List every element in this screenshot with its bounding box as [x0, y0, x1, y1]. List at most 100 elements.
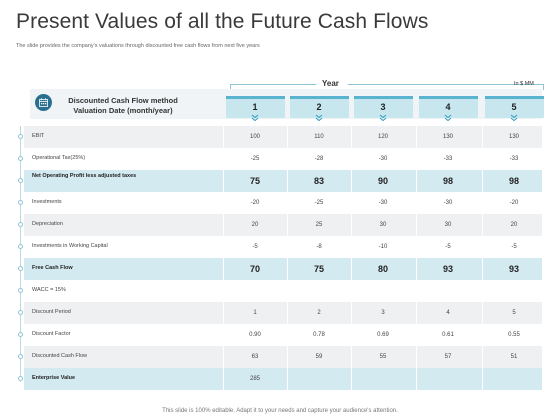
column-divider	[416, 368, 417, 390]
table-cell: 0.78	[313, 332, 325, 338]
table-cell: 0.69	[377, 332, 389, 338]
table-cell	[223, 280, 287, 302]
year-number: 2	[316, 102, 322, 112]
column-divider	[223, 346, 224, 368]
double-chevron-down-icon	[444, 114, 452, 122]
footer-note: This slide is 100% editable. Adapt it to…	[162, 408, 398, 414]
column-divider	[416, 148, 417, 170]
timeline-dot	[18, 134, 23, 139]
row-label: Net Operating Profit less adjusted taxes	[32, 173, 137, 179]
table-cell: -25	[250, 156, 260, 162]
row-label: WACC = 15%	[32, 287, 66, 293]
year-pill-accent	[484, 96, 544, 99]
table-cell	[482, 280, 546, 302]
table-cell: 0.55	[508, 332, 520, 338]
table-cell	[416, 368, 480, 390]
table-cell: 130	[508, 134, 519, 140]
year-column-header: 4	[418, 96, 478, 118]
row-label: Investments	[32, 199, 62, 205]
column-divider	[351, 258, 352, 280]
column-divider	[416, 236, 417, 258]
table-cell: 51	[510, 354, 518, 360]
year-column-header: 1	[225, 96, 285, 118]
table-cell: 20	[510, 222, 518, 228]
timeline-dot	[18, 266, 23, 271]
table-cell: -30	[378, 156, 388, 162]
timeline-dot	[18, 376, 23, 381]
double-chevron-down-icon	[315, 114, 323, 122]
timeline-dot	[18, 354, 23, 359]
timeline-dot	[18, 244, 23, 249]
table-cell: 93	[508, 264, 519, 274]
column-divider	[482, 258, 483, 280]
table-cell: 83	[313, 176, 324, 186]
page-title: Present Values of all the Future Cash Fl…	[16, 10, 429, 33]
table-cell: 80	[377, 264, 388, 274]
column-divider	[482, 126, 483, 148]
table-cell: 285	[249, 376, 260, 382]
column-divider	[416, 302, 417, 324]
table-cell: 57	[444, 354, 452, 360]
column-divider	[287, 346, 288, 368]
table-cell	[287, 280, 351, 302]
table-cell: 30	[379, 222, 387, 228]
column-divider	[416, 324, 417, 346]
column-divider	[351, 236, 352, 258]
table-row: Enterprise Value 285	[18, 368, 542, 390]
method-header-line1: Discounted Cash Flow method	[68, 96, 178, 105]
column-divider	[287, 170, 288, 192]
table-cell: 59	[315, 354, 323, 360]
table-cell: 120	[377, 134, 388, 140]
year-number: 1	[252, 102, 258, 112]
timeline-dot	[18, 156, 23, 161]
timeline-dot	[18, 200, 23, 205]
column-divider	[223, 170, 224, 192]
column-divider	[416, 280, 417, 302]
column-divider	[287, 214, 288, 236]
table-cell	[351, 368, 415, 390]
table-cell	[287, 368, 351, 390]
table-row: Free Cash Flow 70 75 80 93 93	[18, 258, 542, 280]
column-divider	[351, 368, 352, 390]
column-divider	[351, 214, 352, 236]
table-cell: 98	[508, 176, 519, 186]
column-divider	[351, 324, 352, 346]
table-row: Depreciation 20 25 30 30 20	[18, 214, 542, 236]
table-cell: 20	[251, 222, 259, 228]
year-number: 5	[511, 102, 517, 112]
year-label: Year	[322, 79, 339, 88]
table-cell: 55	[379, 354, 387, 360]
method-header: Discounted Cash Flow method Valuation Da…	[58, 96, 188, 116]
column-divider	[351, 302, 352, 324]
method-header-line2: Valuation Date (month/year)	[73, 106, 173, 115]
column-divider	[416, 346, 417, 368]
column-divider	[482, 148, 483, 170]
table-cell: 75	[313, 264, 324, 274]
column-divider	[223, 148, 224, 170]
table-cell: 75	[249, 176, 260, 186]
year-column-header: 3	[353, 96, 413, 118]
column-divider	[223, 214, 224, 236]
column-divider	[482, 236, 483, 258]
year-pill-accent	[418, 96, 478, 99]
table-cell	[416, 280, 480, 302]
table-cell: -33	[509, 156, 519, 162]
timeline-dot	[18, 222, 23, 227]
column-divider	[482, 280, 483, 302]
table-cell: 25	[315, 222, 323, 228]
column-divider	[351, 170, 352, 192]
column-divider	[482, 324, 483, 346]
year-number: 3	[380, 102, 386, 112]
column-divider	[287, 236, 288, 258]
table-row: WACC = 15%	[18, 280, 542, 302]
table-cell: 1	[253, 310, 257, 316]
year-pill-accent	[353, 96, 413, 99]
column-divider	[416, 258, 417, 280]
table-cell: 70	[249, 264, 260, 274]
table-row: Discount Period 1 2 3 4 5	[18, 302, 542, 324]
column-divider	[351, 148, 352, 170]
table-cell: -33	[443, 156, 453, 162]
column-divider	[416, 192, 417, 214]
row-label: Discount Period	[32, 309, 71, 315]
column-divider	[287, 324, 288, 346]
